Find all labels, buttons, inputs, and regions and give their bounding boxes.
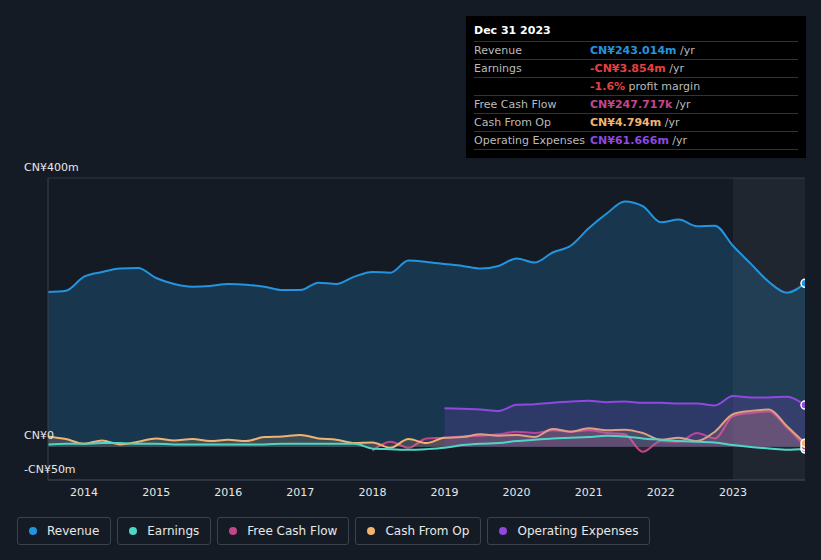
svg-text:2020: 2020 [503, 486, 531, 499]
svg-text:2023: 2023 [719, 486, 747, 499]
svg-text:2021: 2021 [575, 486, 603, 499]
html-text:Free Cash Flow: Free Cash Flow [247, 524, 338, 538]
html-text:Earnings: Earnings [474, 62, 522, 75]
html-text:Operating Expenses: Operating Expenses [517, 524, 639, 538]
html-text:Free Cash Flow: Free Cash Flow [474, 98, 557, 111]
html-text:-CN¥3.854m /yr: -CN¥3.854m /yr [590, 62, 684, 75]
html-text:CN¥243.014m /yr: CN¥243.014m /yr [590, 44, 695, 57]
html-text:Cash From Op: Cash From Op [474, 116, 551, 129]
html-text:Operating Expenses: Operating Expenses [474, 134, 585, 147]
html-text:CN¥4.794m /yr: CN¥4.794m /yr [590, 116, 680, 129]
svg-text:2017: 2017 [286, 486, 314, 499]
html-text:Revenue: Revenue [474, 44, 522, 57]
svg-text:2019: 2019 [431, 486, 459, 499]
svg-text:CN¥400m: CN¥400m [24, 161, 79, 174]
html-text:Revenue: Revenue [47, 524, 100, 538]
html-text:Cash From Op: Cash From Op [385, 524, 470, 538]
svg-text:2016: 2016 [214, 486, 242, 499]
svg-text:-CN¥50m: -CN¥50m [24, 463, 76, 476]
svg-text:CN¥0: CN¥0 [24, 429, 54, 442]
html-text:Dec 31 2023: Dec 31 2023 [474, 24, 551, 37]
html-text:Earnings: Earnings [147, 524, 200, 538]
svg-text:2018: 2018 [358, 486, 386, 499]
html-text:CN¥247.717k /yr: CN¥247.717k /yr [590, 98, 691, 111]
html-text:-1.6% profit margin: -1.6% profit margin [590, 80, 701, 93]
svg-text:2015: 2015 [142, 486, 170, 499]
svg-text:2014: 2014 [70, 486, 98, 499]
svg-text:2022: 2022 [647, 486, 675, 499]
html-text:CN¥61.666m /yr: CN¥61.666m /yr [590, 134, 688, 147]
